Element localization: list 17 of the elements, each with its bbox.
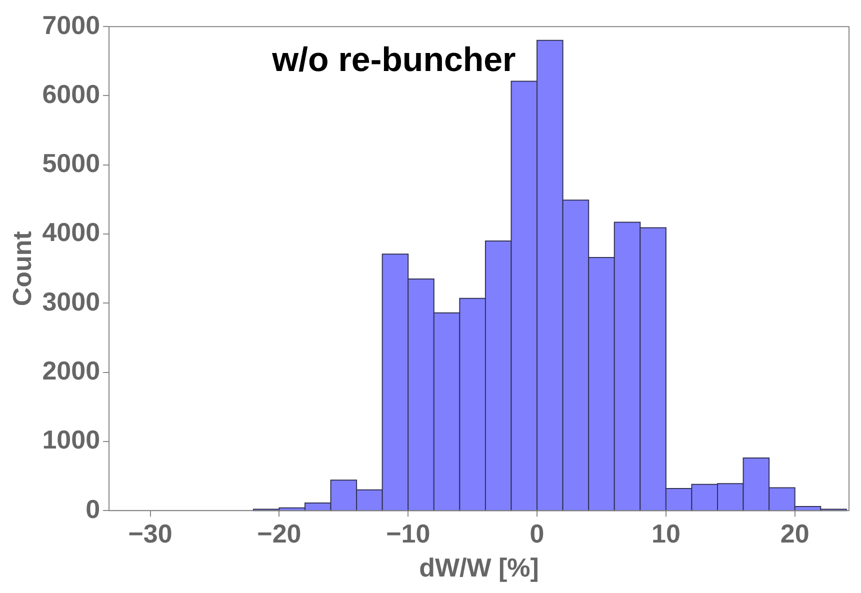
- y-tick-label: 5000: [42, 148, 100, 178]
- x-tick-label: 0: [530, 518, 544, 548]
- x-tick-label: 10: [651, 518, 680, 548]
- x-axis-title: dW/W [%]: [419, 552, 539, 583]
- y-tick-label: 0: [86, 494, 100, 524]
- x-tick-label: −20: [257, 518, 302, 548]
- x-tick-label: −30: [128, 518, 172, 548]
- x-tick-label: 20: [780, 518, 810, 548]
- y-tick-label: 4000: [42, 217, 100, 248]
- y-tick-label: 6000: [42, 78, 100, 109]
- y-tick-label: 3000: [42, 286, 100, 316]
- x-tick-label: −10: [386, 518, 430, 548]
- y-axis-title: Count: [6, 230, 37, 306]
- y-tick-label: 2000: [42, 355, 100, 386]
- y-tick-label: 7000: [42, 10, 100, 40]
- chart-title: w/o re-buncher: [271, 40, 516, 79]
- y-tick-label: 1000: [42, 424, 100, 455]
